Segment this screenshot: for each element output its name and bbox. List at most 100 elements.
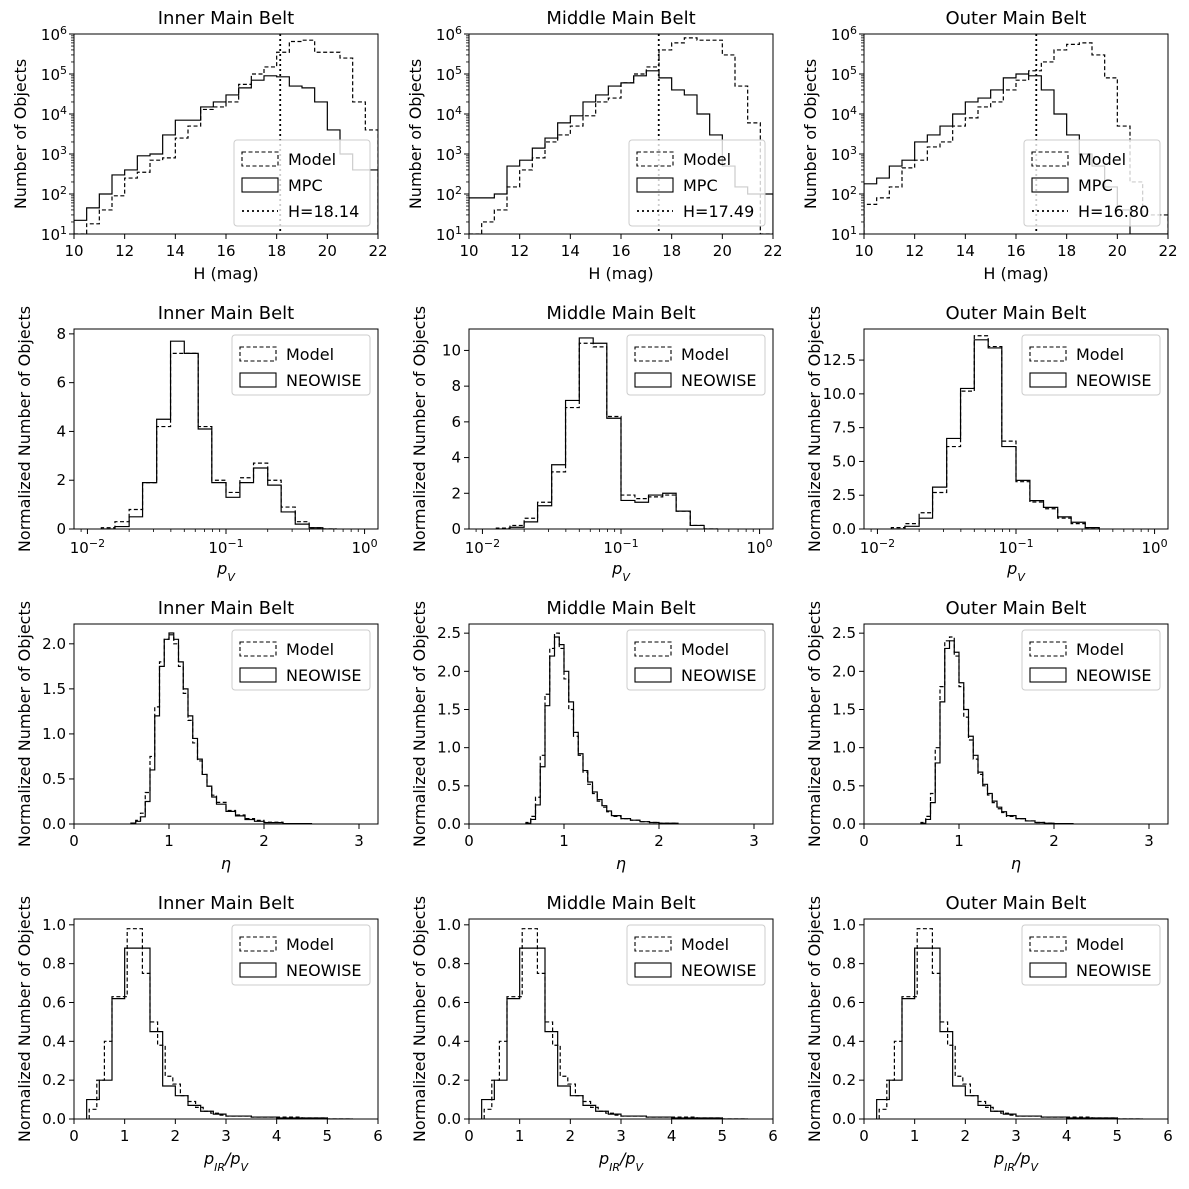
legend-label: Model [1076,640,1124,659]
y-axis-label: Normalized Number of Objects [410,896,429,1142]
y-tick-label: 106 [831,24,857,45]
x-tick-label: 2 [566,1127,576,1145]
series-neowise-line [86,947,353,1119]
x-tick-label: 4 [1062,1127,1072,1145]
legend-label: MPC [1078,176,1113,195]
x-tick-label: 22 [763,242,782,260]
plot-area [130,632,313,824]
y-tick-label: 8 [56,325,66,343]
x-tick-label: 22 [368,242,387,260]
chart-panel-7: Inner Main Belt 0 1 2 3 0.0 0.5 1.0 1.5 2.0 η Norma… [15,598,379,873]
axes-frame [863,918,1169,1120]
y-axis-label: Normalized Number of Objects [410,306,429,552]
legend: Model MPC H=16.80 [1023,139,1161,227]
y-tick-label: 0.6 [437,993,461,1011]
legend-box [1021,924,1161,986]
x-axis-label: pIR/pV [203,1149,250,1174]
legend-label: H=17.49 [683,202,754,221]
x-tick-label: 3 [221,1127,231,1145]
x-tick-label: 5 [323,1127,333,1145]
y-tick-label: 106 [436,24,462,45]
x-tick-label: 22 [1158,242,1177,260]
series-neowise-line [130,632,313,824]
chart-panel-8: Middle Main Belt 0 1 2 3 0.0 0.5 1.0 1.5 2.0 2.5 η N… [410,598,774,873]
legend-label: Model [286,935,334,954]
axes-frame [468,623,774,825]
y-tick-label: 104 [436,104,462,125]
x-tick-label: 10−2 [70,537,105,558]
chart-title: Outer Main Belt [945,8,1086,29]
chart-panel-6: Outer Main Belt 10−2 10−1 100 0.0 2.5 5.0 7.5 10… [805,303,1169,584]
x-tick-label: 18 [662,242,681,260]
x-tick-label: 14 [956,242,975,260]
chart-panel-11: Middle Main Belt 0 1 2 3 4 5 6 0.0 0.2 0.4 0.6 0.8 1.… [410,893,778,1174]
x-tick-label: 2 [654,832,664,850]
y-tick-label: 0.0 [437,815,461,833]
x-tick-label: 2 [961,1127,971,1145]
legend-swatch [1029,936,1067,952]
chart-panel-1: Inner Main Belt 10 12 14 16 18 20 22 101 102 103 10… [11,8,388,283]
y-tick-label: 4 [56,422,66,440]
chart-panel-2: Middle Main Belt 10 12 14 16 18 20 22 101 102 103 1… [406,8,783,283]
y-tick-label: 10 [442,341,461,359]
axes-frame [468,328,774,530]
legend-swatch [239,641,277,657]
y-tick-label: 7.5 [832,419,856,437]
y-axis-label: Normalized Number of Objects [15,306,34,552]
y-tick-label: 0.2 [42,1071,66,1089]
x-axis-label: H (mag) [193,264,258,283]
plot-area [86,928,353,1119]
plot-area [495,337,718,529]
y-tick-label: 1.0 [437,916,461,934]
legend-label: Model [288,150,336,169]
y-tick-label: 105 [831,64,857,85]
series-model-line [100,352,337,529]
series-neowise-line [876,947,1143,1119]
y-tick-label: 6 [56,374,66,392]
legend: Model NEOWISE [231,334,371,396]
x-tick-label: 3 [616,1127,626,1145]
series-neowise-line [496,337,718,529]
y-tick-label: 1.0 [832,739,856,757]
x-tick-label: 2 [1049,832,1059,850]
x-tick-label: 6 [373,1127,383,1145]
y-tick-label: 1.0 [42,725,66,743]
x-tick-label: 2 [259,832,269,850]
legend-box [1021,334,1161,396]
axes-frame [863,328,1169,530]
x-tick-label: 0 [859,1127,869,1145]
y-tick-label: 2 [56,471,66,489]
legend: Model NEOWISE [626,629,766,691]
legend-swatch [634,962,672,978]
y-tick-label: 1.0 [42,916,66,934]
y-tick-label: 1.5 [832,700,856,718]
x-tick-label: 16 [611,242,630,260]
legend-swatch [1031,151,1069,167]
x-tick-label: 0 [69,832,79,850]
y-tick-label: 1.0 [437,739,461,757]
x-tick-label: 6 [768,1127,778,1145]
x-axis-label: pV [611,559,631,584]
y-tick-label: 102 [436,184,462,205]
chart-panel-3: Outer Main Belt 10 12 14 16 18 20 22 101 102 103 10… [801,8,1178,283]
y-tick-label: 102 [41,184,67,205]
y-tick-label: 101 [41,224,67,245]
legend-swatch [1029,641,1067,657]
y-tick-label: 6 [451,413,461,431]
y-tick-label: 104 [41,104,67,125]
y-tick-label: 102 [831,184,857,205]
chart-panel-10: Inner Main Belt 0 1 2 3 4 5 6 0.0 0.2 0.4 0.6 0.8 1.0… [15,893,383,1174]
x-tick-label: 3 [1011,1127,1021,1145]
x-tick-label: 10−1 [603,537,638,558]
chart-title: Middle Main Belt [546,893,695,914]
x-tick-label: 0 [464,1127,474,1145]
legend-swatch [634,936,672,952]
legend-label: NEOWISE [1076,961,1151,980]
chart-title: Outer Main Belt [945,598,1086,619]
y-axis-label: Normalized Number of Objects [805,896,824,1142]
y-tick-label: 101 [831,224,857,245]
legend-box [626,334,766,396]
legend: Model NEOWISE [231,924,371,986]
legend-box [1021,629,1161,691]
